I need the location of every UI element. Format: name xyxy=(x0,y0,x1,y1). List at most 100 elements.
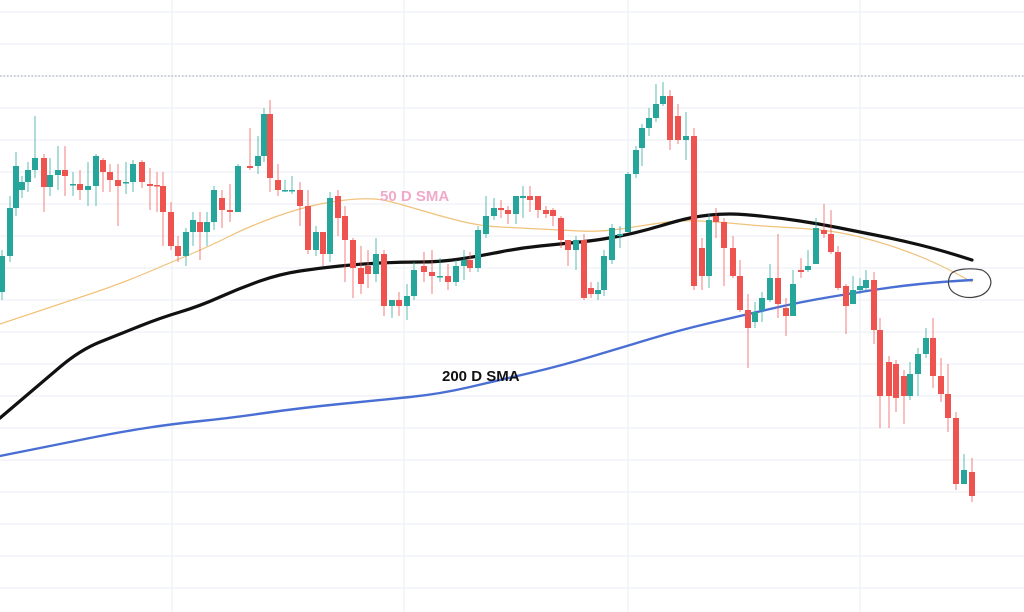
bearish-candle xyxy=(297,182,303,226)
bullish-candle xyxy=(653,84,659,122)
bearish-candle xyxy=(581,234,587,300)
bearish-candle xyxy=(247,128,253,170)
bullish-candle xyxy=(389,300,395,318)
bearish-candle xyxy=(335,190,341,236)
bearish-candle xyxy=(115,164,121,226)
bearish-candle xyxy=(350,238,356,298)
bearish-candle xyxy=(445,264,451,290)
hand-drawn-circle-annotation xyxy=(947,268,992,299)
bearish-candle xyxy=(886,356,892,428)
bullish-candle xyxy=(282,180,288,192)
bullish-candle xyxy=(491,198,497,220)
bearish-candle xyxy=(219,190,225,228)
bearish-candle xyxy=(267,100,273,192)
bearish-candle xyxy=(320,232,326,266)
bearish-candle xyxy=(358,246,364,294)
bearish-candle xyxy=(945,364,951,432)
bearish-candle xyxy=(821,204,827,238)
bearish-candle xyxy=(498,200,504,218)
bearish-candle xyxy=(713,208,719,238)
bearish-candle xyxy=(901,370,907,424)
bearish-candle xyxy=(969,458,975,502)
bearish-candle xyxy=(107,164,113,192)
bullish-candle xyxy=(313,226,319,256)
bearish-candle xyxy=(828,210,834,254)
bullish-candle xyxy=(32,116,38,178)
bullish-candle xyxy=(7,196,13,262)
bullish-candle xyxy=(813,218,819,264)
bullish-candle xyxy=(255,136,261,174)
bearish-candle xyxy=(147,168,153,210)
moving-average-lines xyxy=(0,198,974,458)
bullish-candle xyxy=(857,278,863,294)
bearish-candle xyxy=(871,272,877,344)
bullish-candle xyxy=(609,224,615,264)
bullish-candle xyxy=(130,160,136,192)
bullish-candle xyxy=(706,214,712,288)
bullish-candle xyxy=(261,108,267,162)
bullish-candle xyxy=(767,264,773,302)
bearish-candle xyxy=(953,412,959,490)
bearish-candle xyxy=(565,240,571,266)
bullish-candle xyxy=(520,186,526,218)
bullish-candle xyxy=(411,262,417,300)
bearish-candle xyxy=(365,250,371,288)
bearish-candle xyxy=(588,282,594,298)
bearish-candle xyxy=(467,252,473,272)
bullish-candle xyxy=(617,226,623,248)
sma200-label: 200 D SMA xyxy=(442,368,520,385)
bearish-candle xyxy=(62,146,68,196)
bearish-candle xyxy=(843,284,849,334)
bearish-candle xyxy=(421,252,427,282)
bullish-candle xyxy=(805,250,811,272)
bearish-candle xyxy=(798,258,804,278)
bullish-candle xyxy=(907,362,913,400)
bullish-candle xyxy=(513,196,519,224)
bullish-candle xyxy=(633,146,639,178)
100-d-sma-line xyxy=(0,212,974,420)
bearish-candle xyxy=(41,154,47,212)
bearish-candle xyxy=(505,206,511,224)
bearish-candle xyxy=(550,208,556,226)
bullish-candle xyxy=(123,162,129,194)
bearish-candle xyxy=(938,358,944,402)
bullish-candle xyxy=(190,212,196,246)
bullish-candle xyxy=(183,228,189,266)
bearish-candle xyxy=(381,250,387,316)
bullish-candle xyxy=(752,302,758,328)
bullish-candle xyxy=(573,236,579,270)
bullish-candle xyxy=(373,238,379,282)
bearish-candle xyxy=(160,172,166,246)
bearish-candle xyxy=(275,164,281,196)
bearish-candle xyxy=(396,292,402,316)
bullish-candle xyxy=(453,260,459,286)
bullish-candle xyxy=(25,162,31,192)
bearish-candle xyxy=(667,90,673,150)
bearish-candle xyxy=(783,298,789,336)
bearish-candle xyxy=(168,202,174,250)
bullish-candle xyxy=(961,454,967,484)
bullish-candle xyxy=(13,152,19,216)
bullish-candle xyxy=(595,282,601,300)
bullish-candle xyxy=(923,328,929,358)
bullish-candle xyxy=(475,226,481,272)
bullish-candle xyxy=(790,270,796,316)
bearish-candle xyxy=(691,128,697,290)
bullish-candle xyxy=(483,196,489,238)
bearish-candle xyxy=(721,218,727,286)
bullish-candle xyxy=(85,162,91,206)
bullish-candle xyxy=(19,176,25,198)
bearish-candle xyxy=(699,238,705,290)
bullish-candle xyxy=(93,154,99,206)
bullish-candle xyxy=(47,158,53,196)
bullish-candle xyxy=(70,172,76,196)
bullish-candle xyxy=(461,250,467,280)
sma50-label: 50 D SMA xyxy=(380,188,450,205)
bearish-candle xyxy=(930,318,936,388)
bearish-candle xyxy=(877,318,883,428)
200-d-sma-line xyxy=(0,278,974,458)
bullish-candle xyxy=(404,284,410,320)
bearish-candle xyxy=(227,184,233,222)
